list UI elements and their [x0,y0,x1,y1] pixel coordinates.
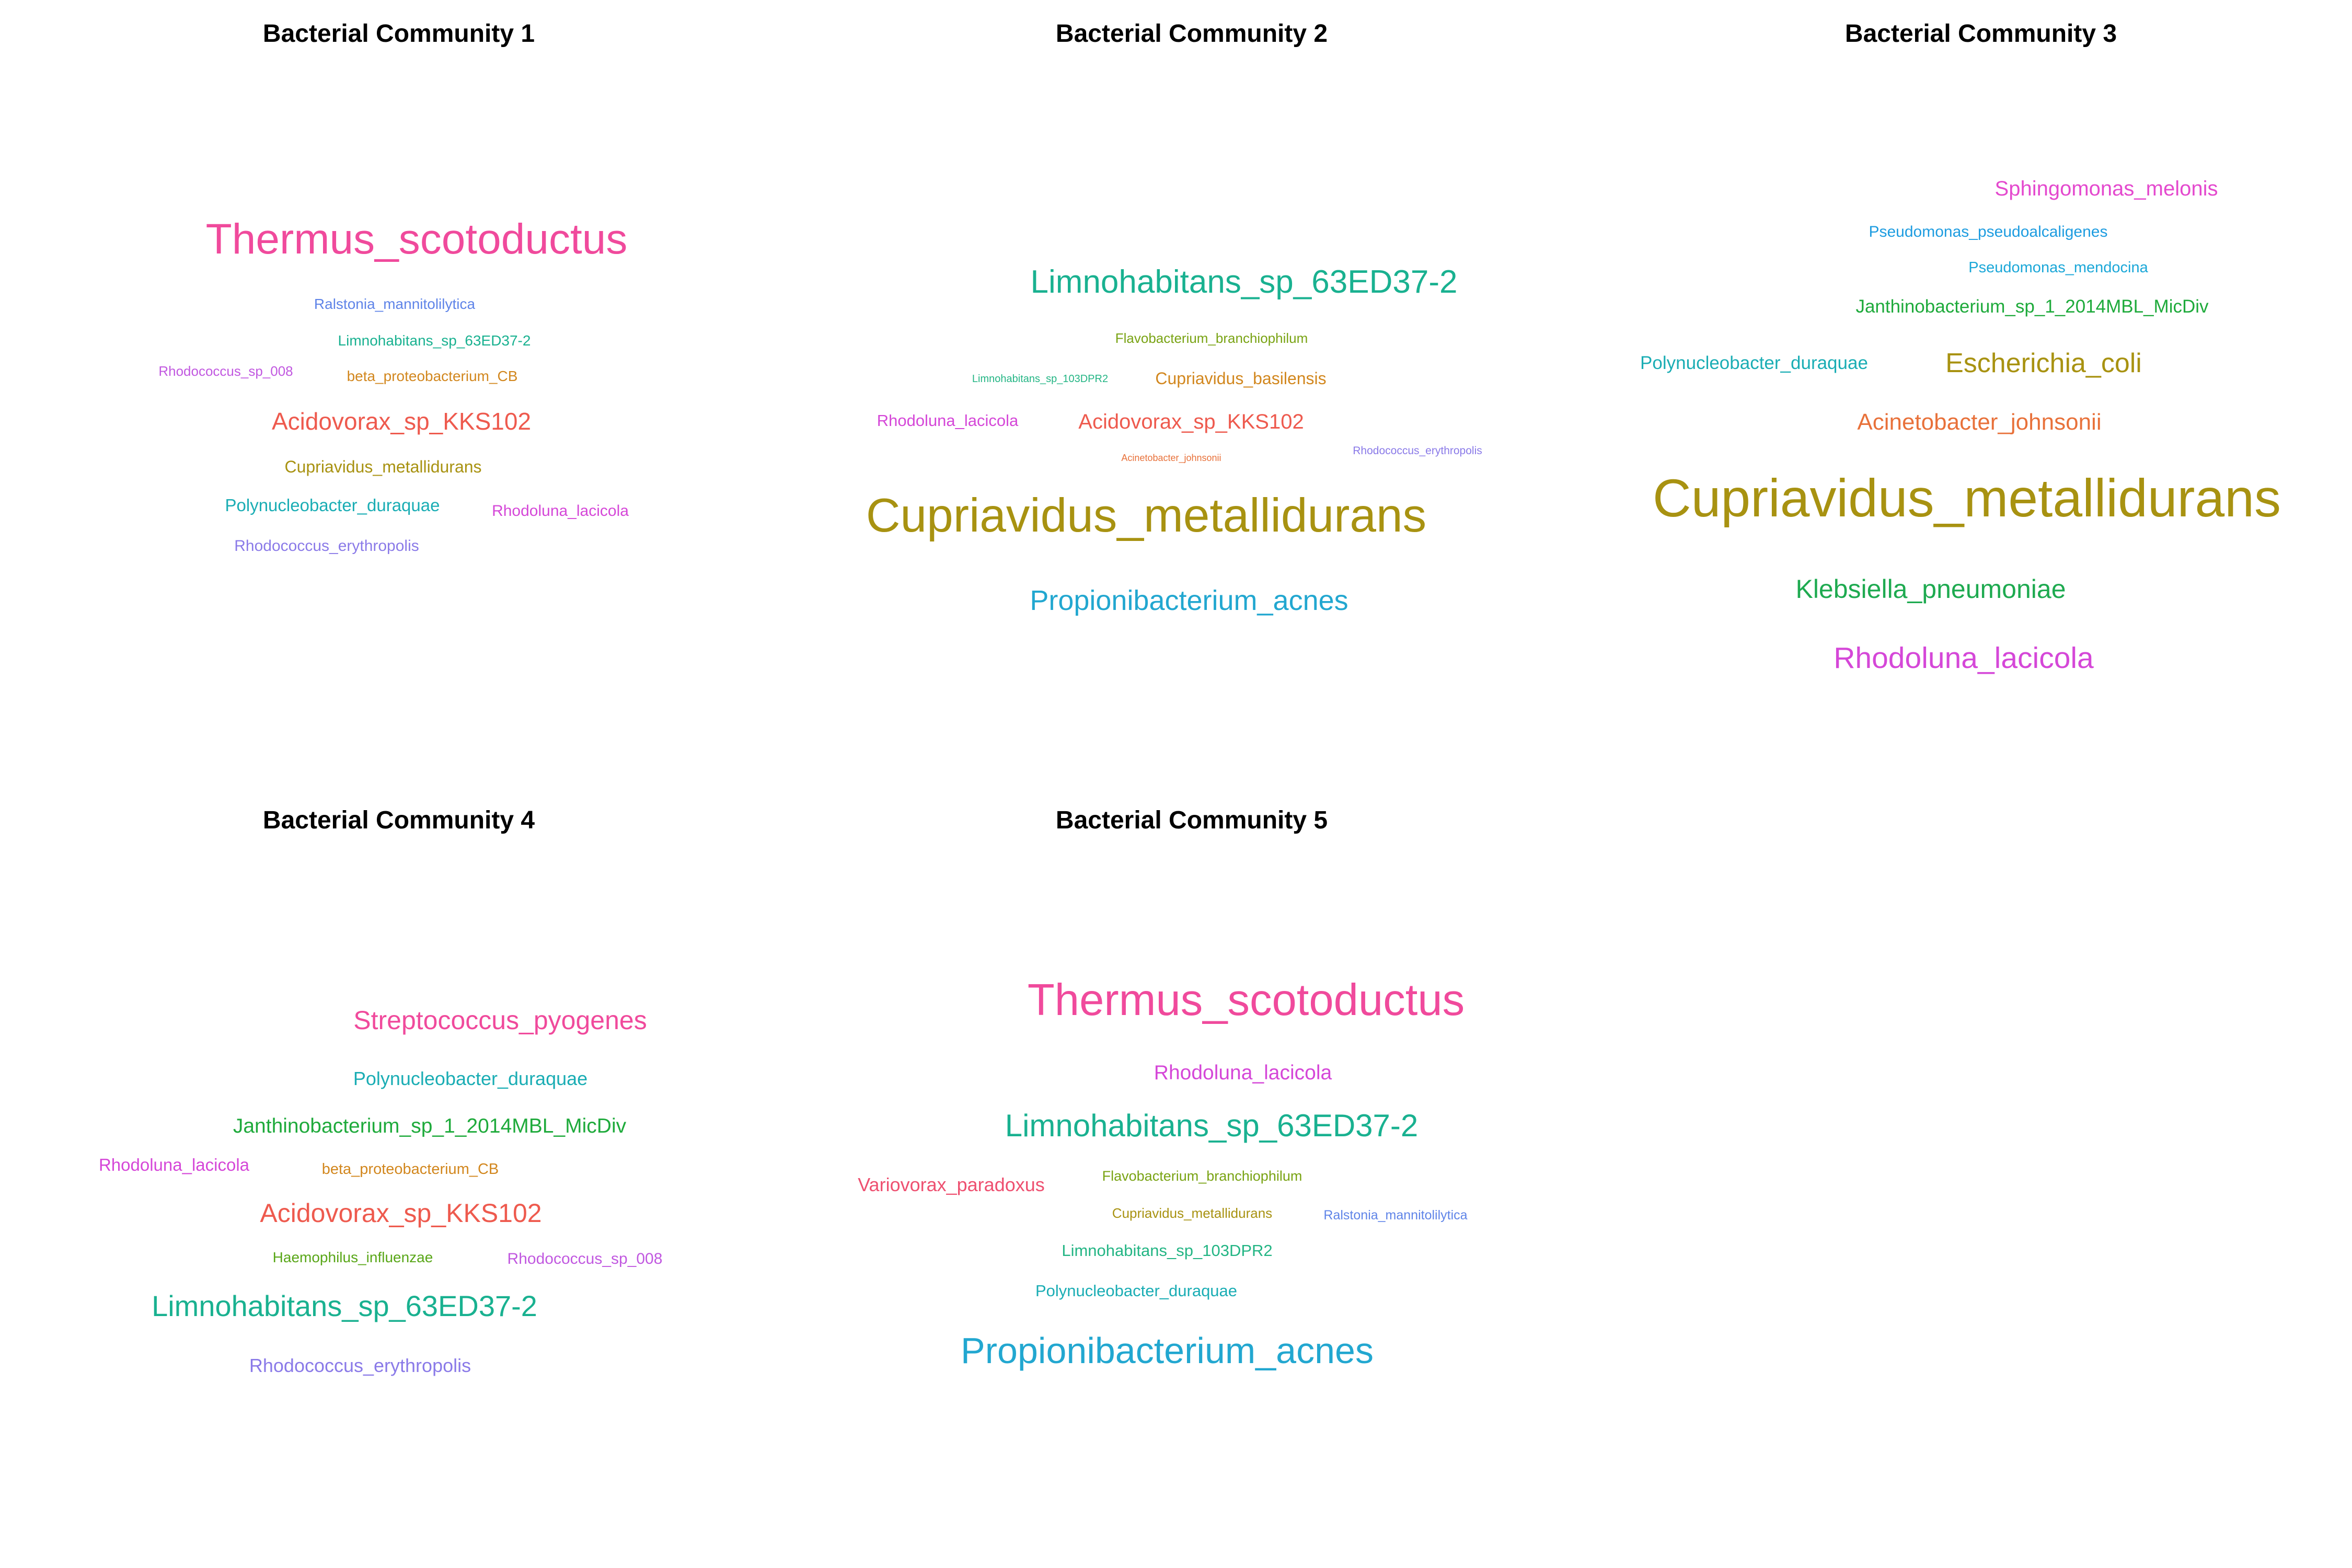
word-cloud-term: Rhodococcus_erythropolis [249,1355,471,1376]
word-cloud-term: Propionibacterium_acnes [1030,585,1348,616]
word-cloud-term: Rhodococcus_sp_008 [508,1250,663,1267]
word-cloud-term: Streptococcus_pyogenes [353,1006,647,1035]
word-cloud-term: Rhodococcus_sp_008 [158,363,293,379]
word-cloud-term: Klebsiella_pneumoniae [1795,574,2066,604]
word-cloud-term: Propionibacterium_acnes [961,1330,1374,1371]
word-cloud-term: Acinetobacter_johnsonii [1857,409,2101,435]
panel-title: Bacterial Community 2 [1056,20,1328,48]
word-cloud-term: Limnohabitans_sp_103DPR2 [972,373,1108,385]
panel-title: Bacterial Community 1 [263,20,535,48]
word-cloud-term: beta_proteobacterium_CB [347,368,518,384]
word-cloud-panel-2: Bacterial Community 2 Limnohabitans_sp_63… [866,20,1482,616]
word-cloud-term: Thermus_scotoductus [206,215,628,263]
word-cloud-term: Janthinobacterium_sp_1_2014MBL_MicDiv [1855,296,2209,317]
word-cloud-term: Acidovorax_sp_KKS102 [272,408,531,435]
panel-title: Bacterial Community 4 [263,806,535,834]
word-cloud-term: Cupriavidus_metallidurans [1653,468,2281,528]
word-cloud-term: Limnohabitans_sp_63ED37-2 [338,332,531,349]
word-cloud-term: Haemophilus_influenzae [273,1249,433,1265]
word-cloud-term: Acinetobacter_johnsonii [1121,453,1221,464]
word-cloud-term: Cupriavidus_basilensis [1155,369,1326,388]
word-cloud-panel-5: Bacterial Community 5 Thermus_scotoductus… [858,806,1467,1371]
word-cloud-term: Sphingomonas_melonis [1995,177,2218,200]
word-cloud-term: Rhodoluna_lacicola [492,502,629,520]
word-cloud-term: Cupriavidus_metallidurans [866,489,1426,542]
word-cloud-term: Polynucleobacter_duraquae [1640,353,1868,373]
word-cloud-term: Ralstonia_mannitolilytica [1323,1208,1467,1223]
word-cloud-term: Acidovorax_sp_KKS102 [260,1198,541,1228]
word-cloud-panel-3: Bacterial Community 3 Sphingomonas_meloni… [1640,20,2281,675]
word-cloud-panel-4: Bacterial Community 4 Streptococcus_pyoge… [99,806,662,1376]
word-cloud-term: Ralstonia_mannitolilytica [314,296,476,312]
panel-title: Bacterial Community 3 [1845,20,2117,48]
word-cloud-term: Polynucleobacter_duraquae [225,495,440,515]
word-cloud-term: Thermus_scotoductus [1028,975,1465,1025]
word-cloud-term: Escherichia_coli [1945,348,2142,378]
word-cloud-term: Pseudomonas_mendocina [1968,259,2148,276]
word-cloud-term: Rhodococcus_erythropolis [234,537,419,555]
word-cloud-term: Polynucleobacter_duraquae [353,1068,587,1089]
word-cloud-panel-1: Bacterial Community 1 Thermus_scotoductus… [158,20,629,555]
word-cloud-term: Variovorax_paradoxus [858,1174,1045,1195]
word-cloud-term: Rhodoluna_lacicola [1834,641,2094,675]
word-cloud-term: Cupriavidus_metallidurans [1112,1205,1272,1221]
word-cloud-term: Cupriavidus_metallidurans [284,457,481,476]
word-cloud-term: Polynucleobacter_duraquae [1035,1282,1237,1300]
word-cloud-term: Limnohabitans_sp_63ED37-2 [1005,1108,1419,1143]
word-cloud-term: Flavobacterium_branchiophilum [1115,330,1308,346]
word-cloud-term: Limnohabitans_sp_103DPR2 [1062,1241,1272,1260]
word-cloud-term: Rhodococcus_erythropolis [1353,445,1482,457]
word-cloud-term: Limnohabitans_sp_63ED37-2 [1031,264,1458,300]
word-cloud-term: Acidovorax_sp_KKS102 [1078,410,1304,433]
panel-title: Bacterial Community 5 [1056,806,1328,834]
word-cloud-term: Limnohabitans_sp_63ED37-2 [152,1289,537,1322]
word-cloud-term: Rhodoluna_lacicola [877,411,1019,430]
word-cloud-term: Janthinobacterium_sp_1_2014MBL_MicDiv [233,1115,627,1137]
word-cloud-term: Flavobacterium_branchiophilum [1102,1168,1302,1184]
word-cloud-term: Rhodoluna_lacicola [1154,1062,1332,1084]
word-cloud-term: Rhodoluna_lacicola [99,1155,250,1174]
word-cloud-term: Pseudomonas_pseudoalcaligenes [1869,223,2107,240]
word-cloud-term: beta_proteobacterium_CB [322,1161,499,1178]
